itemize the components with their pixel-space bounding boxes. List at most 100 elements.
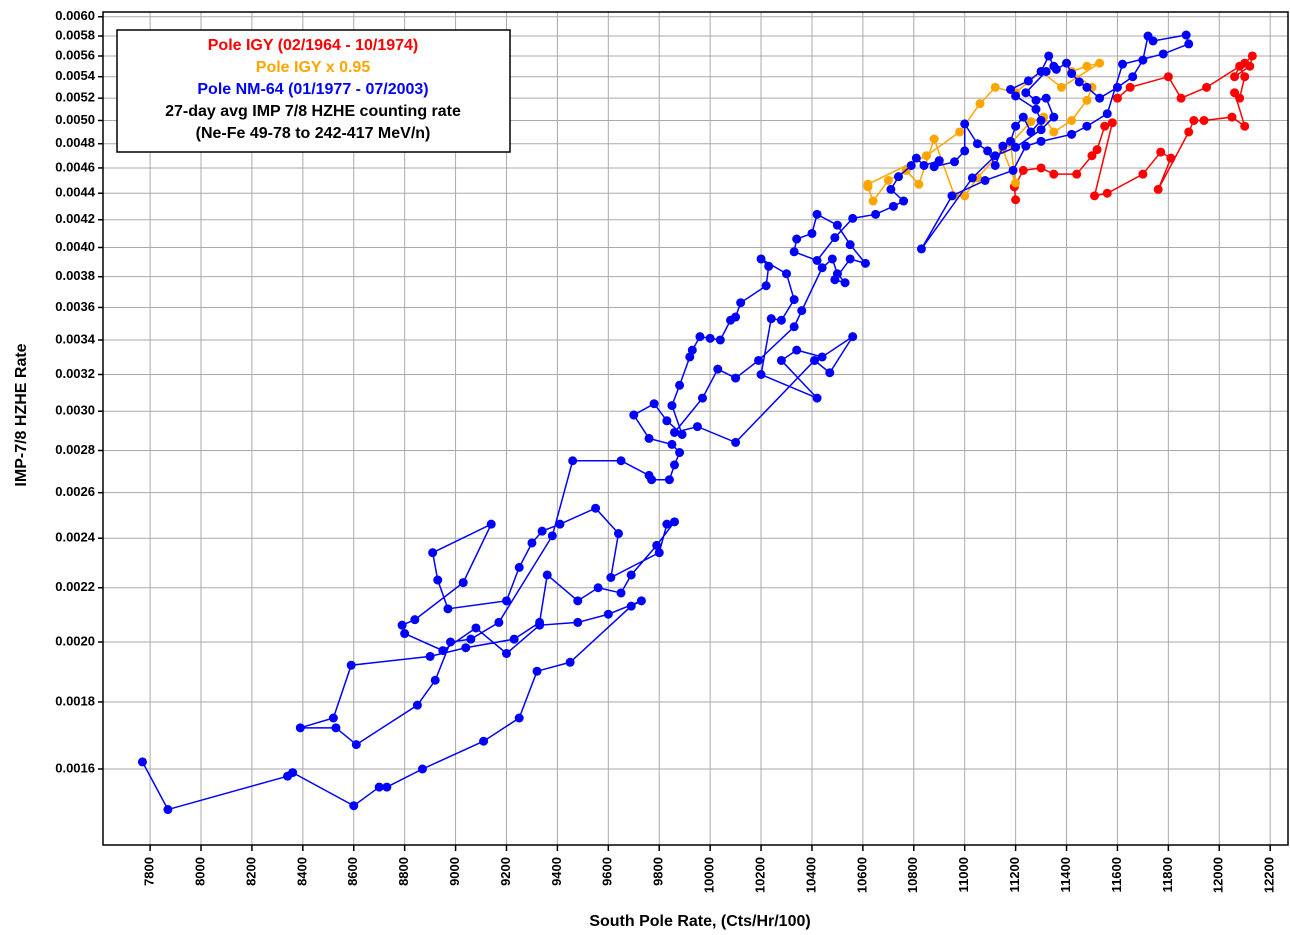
- data-point: [967, 173, 977, 183]
- data-point: [1011, 195, 1021, 205]
- data-point: [573, 617, 583, 627]
- x-tick-label: 9800: [651, 857, 666, 886]
- legend-entry: Pole IGY x 0.95: [256, 59, 371, 76]
- data-point: [871, 209, 881, 219]
- data-point: [1008, 165, 1018, 175]
- data-point: [514, 713, 524, 723]
- y-tick-label: 0.0026: [55, 484, 95, 499]
- data-point: [1138, 169, 1148, 179]
- data-point: [1023, 76, 1033, 86]
- data-point: [1202, 82, 1212, 92]
- data-point: [1036, 115, 1046, 125]
- data-point: [349, 801, 359, 811]
- data-point: [1082, 61, 1092, 71]
- data-point: [438, 646, 448, 656]
- data-point: [1156, 147, 1166, 157]
- data-point: [400, 629, 410, 639]
- y-tick-label: 0.0060: [55, 8, 95, 23]
- data-point: [1082, 82, 1092, 92]
- data-point: [776, 355, 786, 365]
- y-tick-label: 0.0036: [55, 299, 95, 314]
- data-point: [789, 322, 799, 332]
- data-point: [998, 141, 1008, 151]
- data-point: [1092, 145, 1102, 155]
- y-axis-label: IMP-7/8 HZHE Rate: [13, 343, 30, 486]
- data-point: [1112, 82, 1122, 92]
- x-tick-label: 11400: [1058, 857, 1073, 892]
- data-point: [776, 315, 786, 325]
- data-point: [764, 261, 774, 271]
- data-point: [1049, 127, 1059, 137]
- data-point: [331, 723, 341, 733]
- y-tick-label: 0.0040: [55, 239, 95, 254]
- data-point: [1138, 55, 1148, 65]
- data-point: [692, 422, 702, 432]
- data-point: [817, 352, 827, 362]
- data-point: [845, 240, 855, 250]
- data-point: [947, 191, 957, 201]
- data-point: [754, 355, 764, 365]
- y-tick-label: 0.0058: [55, 27, 95, 42]
- data-point: [636, 596, 646, 606]
- y-tick-label: 0.0034: [55, 331, 96, 346]
- x-tick-label: 11600: [1109, 857, 1124, 892]
- data-point: [1049, 112, 1059, 122]
- data-point: [675, 448, 685, 458]
- data-point: [827, 254, 837, 264]
- data-point: [1021, 141, 1031, 151]
- data-point: [445, 637, 455, 647]
- data-point: [1018, 165, 1028, 175]
- x-tick-label: 10200: [752, 857, 767, 893]
- data-point: [883, 175, 893, 185]
- data-point: [412, 700, 422, 710]
- data-point: [649, 399, 659, 409]
- data-point: [1125, 82, 1135, 92]
- data-point: [789, 247, 799, 257]
- data-point: [1199, 115, 1209, 125]
- y-tick-label: 0.0044: [55, 185, 96, 200]
- data-point: [1018, 112, 1028, 122]
- data-point: [346, 660, 356, 670]
- data-point: [807, 228, 817, 238]
- data-point: [647, 475, 657, 485]
- data-point: [410, 615, 420, 625]
- data-point: [929, 162, 939, 172]
- x-tick-label: 10800: [905, 857, 920, 893]
- data-point: [591, 503, 601, 513]
- data-point: [374, 782, 384, 792]
- data-point: [1166, 153, 1176, 163]
- data-point: [1247, 51, 1257, 61]
- data-point: [664, 475, 674, 485]
- data-point: [817, 263, 827, 273]
- data-point: [1095, 58, 1105, 68]
- data-point: [848, 213, 858, 223]
- data-point: [1107, 118, 1117, 128]
- data-point: [1158, 49, 1168, 59]
- data-point: [695, 332, 705, 342]
- data-point: [950, 157, 960, 167]
- data-point: [443, 604, 453, 614]
- data-point: [1100, 121, 1110, 131]
- data-point: [654, 548, 664, 558]
- data-point: [789, 295, 799, 305]
- data-point: [782, 269, 792, 279]
- data-point: [1102, 109, 1112, 119]
- data-point: [1148, 36, 1158, 46]
- data-point: [766, 314, 776, 324]
- data-point: [509, 634, 519, 644]
- data-point: [466, 634, 476, 644]
- data-point: [705, 333, 715, 343]
- data-point: [980, 175, 990, 185]
- data-point: [914, 179, 924, 189]
- data-point: [830, 233, 840, 243]
- data-point: [514, 562, 524, 572]
- data-point: [1189, 115, 1199, 125]
- data-point: [606, 572, 616, 582]
- data-point: [417, 764, 427, 774]
- data-point: [1051, 64, 1061, 74]
- axes: IMP-7/8 HZHE Rate South Pole Rate, (Cts/…: [13, 8, 1276, 930]
- data-point: [397, 620, 407, 630]
- data-point: [1006, 84, 1016, 94]
